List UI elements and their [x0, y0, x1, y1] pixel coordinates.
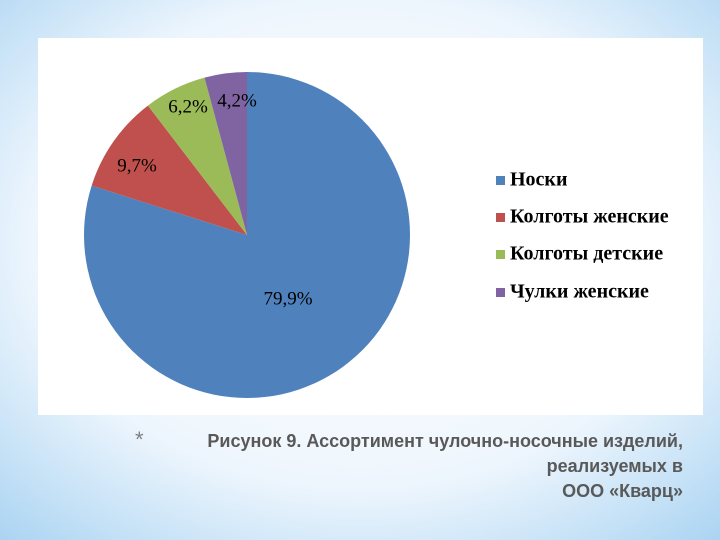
legend-swatch: [496, 176, 505, 185]
caption-line: реализуемых в: [547, 456, 683, 476]
legend-swatch: [496, 213, 505, 222]
legend-swatch: [496, 250, 505, 259]
pie-slice: [147, 77, 247, 235]
data-label: 9,7%: [117, 155, 157, 176]
data-label: 79,9%: [263, 288, 312, 309]
legend-label: Чулки женские: [510, 281, 649, 303]
legend-label: Колготы детские: [510, 243, 663, 265]
caption: Рисунок 9. Ассортимент чулочно-носочные …: [207, 431, 683, 501]
legend: Носки Колготы женские Колготы детские Чулки…: [496, 169, 669, 303]
pie-slice: [204, 72, 247, 235]
pie-slice: [91, 105, 247, 236]
legend-label: Колготы женские: [510, 206, 669, 228]
caption-line: Рисунок 9. Ассортимент чулочно-носочные …: [207, 431, 683, 451]
legend-swatch: [496, 288, 505, 297]
pie: 79,9% 9,7% 6,2% 4,2%: [83, 72, 411, 398]
caption-line: ООО «Кварц»: [562, 481, 683, 501]
bullet: *: [135, 427, 144, 452]
legend-label: Носки: [510, 169, 567, 191]
data-label: 4,2%: [217, 90, 257, 111]
data-label: 6,2%: [168, 96, 208, 117]
